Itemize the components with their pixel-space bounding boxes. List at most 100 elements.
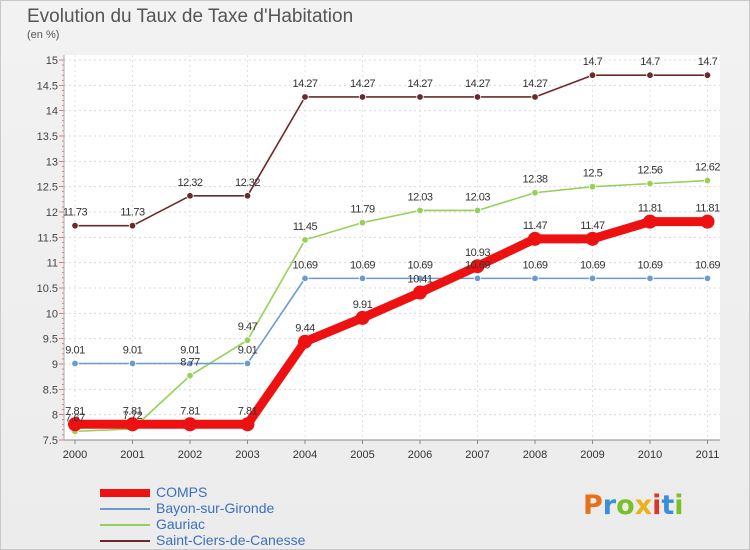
data-point	[531, 189, 539, 197]
data-label: 9.01	[238, 344, 258, 356]
data-point	[646, 274, 654, 283]
y-tick-label: 14.5	[37, 80, 58, 92]
data-point	[473, 274, 482, 283]
data-point	[128, 221, 137, 230]
y-tick-label: 11.5	[37, 232, 58, 244]
data-point	[240, 417, 255, 432]
data-label: 10.69	[350, 259, 375, 271]
data-label: 11.45	[293, 221, 318, 233]
data-label: 11.81	[695, 203, 720, 215]
legend-swatch	[100, 540, 150, 542]
data-point	[413, 285, 427, 300]
y-tick-label: 13.5	[37, 131, 58, 143]
data-point	[186, 192, 194, 200]
data-point	[416, 274, 424, 283]
logo-letter: r	[602, 490, 617, 521]
logo-letter: o	[616, 490, 635, 521]
logo-letter: t	[661, 490, 675, 521]
x-tick-label: 2004	[293, 449, 317, 461]
legend-swatch	[100, 508, 150, 510]
x-tick-label: 2010	[638, 449, 662, 461]
data-point	[531, 93, 539, 101]
logo-letter: i	[674, 490, 684, 521]
data-label: 9.44	[295, 323, 315, 335]
data-label: 10.41	[407, 274, 432, 286]
y-tick-label: 13	[46, 156, 58, 168]
data-label: 14.27	[292, 78, 317, 90]
y-tick-label: 8	[52, 410, 58, 422]
y-tick-label: 9	[52, 359, 58, 371]
data-point	[71, 221, 79, 230]
data-label: 11.81	[638, 203, 663, 215]
x-tick-label: 2000	[63, 449, 87, 461]
data-label: 12.03	[407, 191, 432, 203]
data-point	[416, 93, 424, 101]
x-tick-label: 2002	[178, 449, 202, 461]
data-point	[703, 176, 712, 185]
legend-label: COMPS	[156, 484, 208, 500]
data-point	[358, 93, 367, 101]
data-point	[531, 274, 539, 283]
data-point	[358, 218, 367, 227]
data-label: 12.32	[235, 177, 260, 189]
data-point	[358, 274, 367, 283]
data-point	[301, 93, 309, 101]
data-label: 12.03	[465, 191, 490, 203]
data-label: 7.81	[180, 405, 200, 417]
y-tick-label: 10.5	[37, 283, 58, 295]
data-label: 14.7	[640, 56, 660, 68]
y-tick-label: 8.5	[43, 384, 58, 396]
data-label: 9.47	[238, 321, 258, 333]
legend-swatch	[100, 524, 150, 526]
data-label: 10.69	[580, 259, 605, 271]
data-point	[125, 417, 140, 432]
data-label: 12.32	[177, 177, 202, 189]
plot-area	[64, 55, 720, 440]
x-tick-label: 2003	[235, 449, 259, 461]
chart-unit-label: (en %)	[27, 29, 60, 41]
data-point	[700, 214, 715, 229]
data-label: 8.77	[180, 357, 200, 369]
data-point	[243, 336, 252, 344]
logo-letter: i	[652, 490, 662, 521]
data-point	[301, 274, 309, 283]
proxiti-logo: Proxiti	[583, 490, 684, 521]
data-label: 12.5	[583, 168, 603, 180]
data-label: 10.69	[407, 259, 432, 271]
x-tick-label: 2011	[696, 449, 720, 461]
x-tick-label: 2007	[465, 449, 489, 461]
data-label: 7.81	[123, 405, 143, 417]
data-label: 11.47	[523, 220, 548, 232]
data-point	[528, 231, 542, 246]
data-label: 14.7	[698, 56, 718, 68]
data-point	[470, 259, 485, 274]
data-point	[588, 274, 597, 283]
data-point	[473, 93, 482, 101]
data-point	[301, 236, 309, 244]
data-label: 9.01	[65, 344, 85, 356]
data-label: 9.01	[180, 344, 200, 356]
data-label: 14.27	[465, 78, 490, 90]
legend-label: Saint-Ciers-de-Canesse	[156, 532, 306, 548]
data-label: 11.79	[350, 204, 375, 216]
data-label: 12.38	[522, 174, 547, 186]
data-label: 11.73	[63, 207, 88, 219]
y-tick-label: 12	[46, 207, 58, 219]
data-point	[355, 310, 370, 325]
data-point	[243, 359, 252, 368]
data-point	[646, 179, 654, 188]
data-label: 10.69	[292, 259, 317, 271]
data-point	[68, 417, 82, 432]
data-label: 9.01	[123, 344, 143, 356]
legend-swatch	[100, 489, 150, 497]
y-tick-label: 10	[46, 308, 58, 320]
data-label: 10.69	[465, 259, 490, 271]
chart-title: Evolution du Taux de Taxe d'Habitation	[27, 6, 354, 27]
x-tick-label: 2005	[350, 449, 374, 461]
data-point	[298, 334, 312, 349]
data-point	[186, 371, 194, 380]
series-line-gauriac	[74, 179, 709, 433]
data-point	[186, 359, 194, 368]
logo-letter: P	[583, 490, 603, 521]
data-label: 7.81	[65, 405, 85, 417]
